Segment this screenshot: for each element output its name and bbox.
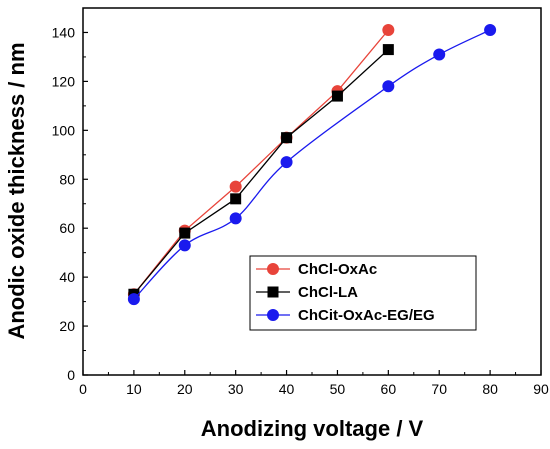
series-line <box>133 49 389 295</box>
data-point <box>382 44 394 56</box>
x-tick-label: 90 <box>533 381 549 397</box>
x-tick-label: 70 <box>431 381 447 397</box>
x-tick-label: 80 <box>482 381 498 397</box>
legend-swatch-marker <box>267 286 279 298</box>
data-point <box>229 180 242 193</box>
y-tick-label: 120 <box>52 73 76 89</box>
data-point <box>127 293 140 306</box>
data-point <box>382 80 395 93</box>
data-point <box>280 156 293 169</box>
data-point <box>433 48 446 61</box>
x-axis-title: Anodizing voltage / V <box>201 416 424 441</box>
x-axis: 0 10 20 30 40 50 60 70 80 90 <box>79 370 549 397</box>
legend-label: ChCl-LA <box>298 284 358 301</box>
y-tick-label: 60 <box>59 220 75 236</box>
data-point <box>484 24 497 37</box>
data-point <box>382 24 395 37</box>
x-tick-label: 0 <box>79 381 87 397</box>
legend-item: ChCit-OxAc-EG/EG <box>256 307 435 324</box>
legend-item: ChCl-OxAc <box>256 261 377 278</box>
y-tick-label: 20 <box>59 318 75 334</box>
x-tick-label: 50 <box>330 381 346 397</box>
series-layer <box>127 24 497 306</box>
legend-box <box>249 255 477 331</box>
y-tick-label: 80 <box>59 171 75 187</box>
plot-area: 0 10 20 30 40 50 60 70 80 90 0 20 40 60 80 100 120 140 <box>52 7 549 397</box>
data-point <box>281 132 293 144</box>
x-tick-label: 60 <box>381 381 397 397</box>
series-2 <box>127 24 497 306</box>
x-tick-label: 10 <box>126 381 142 397</box>
data-point <box>230 193 242 205</box>
legend-label: ChCl-OxAc <box>298 261 377 278</box>
legend-swatch-marker <box>267 309 279 321</box>
y-axis: 0 20 40 60 80 100 120 140 <box>52 24 88 383</box>
y-tick-label: 140 <box>52 24 76 40</box>
data-point <box>178 239 191 252</box>
data-point <box>229 212 242 225</box>
data-point <box>331 90 343 102</box>
legend-item: ChCl-LA <box>256 284 358 301</box>
y-tick-label: 40 <box>59 269 75 285</box>
legend-swatch-marker <box>267 263 279 275</box>
x-tick-label: 30 <box>228 381 244 397</box>
series-line <box>133 29 389 295</box>
x-tick-label: 40 <box>279 381 295 397</box>
y-axis-title: Anodic oxide thickness / nm <box>4 42 29 339</box>
legend: ChCl-OxAc ChCl-LA ChCit-OxAc-EG/EG <box>249 255 477 331</box>
y-tick-label: 0 <box>67 367 75 383</box>
x-tick-label: 20 <box>177 381 193 397</box>
y-tick-label: 100 <box>52 122 76 138</box>
legend-label: ChCit-OxAc-EG/EG <box>298 307 435 324</box>
data-point <box>179 227 191 239</box>
